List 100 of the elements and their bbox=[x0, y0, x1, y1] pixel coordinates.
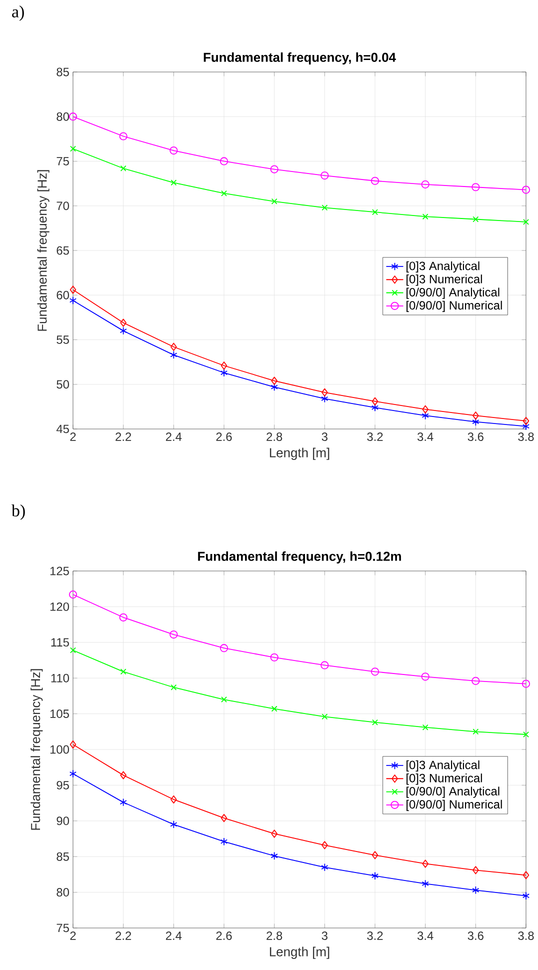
point bbox=[523, 416, 530, 426]
x-tick-label: 3 bbox=[322, 432, 328, 441]
point bbox=[170, 684, 177, 690]
y-tick-label: 50 bbox=[56, 380, 70, 389]
point bbox=[70, 740, 76, 749]
y-tick-label: 100 bbox=[50, 745, 70, 754]
point bbox=[70, 770, 77, 778]
point bbox=[220, 157, 228, 166]
point bbox=[522, 892, 530, 900]
y-axis-title: Fundamental frequency [Hz] bbox=[37, 170, 50, 331]
point bbox=[472, 886, 480, 894]
point bbox=[421, 180, 430, 188]
point bbox=[221, 190, 228, 196]
y-tick-label: 90 bbox=[56, 816, 70, 826]
legend-label: [0]3 Numerical bbox=[406, 774, 482, 785]
x-tick-label: 3.6 bbox=[468, 932, 484, 940]
point bbox=[322, 841, 328, 850]
point bbox=[120, 771, 127, 780]
point bbox=[372, 397, 378, 406]
chart-title: Fundamental frequency, h=0.04 bbox=[204, 52, 396, 64]
point bbox=[221, 814, 228, 822]
point bbox=[221, 362, 228, 370]
point bbox=[422, 412, 430, 420]
point bbox=[271, 376, 278, 385]
point bbox=[422, 214, 429, 220]
y-tick-label: 75 bbox=[56, 924, 70, 932]
x-tick-label: 2.2 bbox=[116, 932, 132, 940]
y-tick-label: 115 bbox=[52, 638, 70, 647]
point bbox=[372, 209, 378, 216]
point bbox=[221, 696, 228, 703]
x-tick-label: 3.8 bbox=[518, 432, 534, 441]
y-tick-label: 70 bbox=[56, 202, 70, 210]
point bbox=[320, 171, 329, 180]
y-tick-label: 55 bbox=[56, 336, 70, 344]
legend-label: [0]3 Analytical bbox=[406, 261, 480, 273]
point bbox=[322, 714, 328, 720]
y-tick-label: 80 bbox=[56, 888, 70, 897]
x-tick-label: 2.6 bbox=[216, 432, 232, 441]
point bbox=[70, 146, 76, 152]
legend-label: [0/90/0] Analytical bbox=[406, 786, 500, 798]
x-tick-label: 3.4 bbox=[418, 932, 434, 940]
point bbox=[522, 186, 530, 194]
point bbox=[320, 661, 329, 670]
point bbox=[421, 672, 430, 681]
legend-label: [0/90/0] Numerical bbox=[406, 800, 502, 811]
point bbox=[119, 132, 128, 140]
point bbox=[472, 418, 480, 426]
point bbox=[522, 680, 530, 688]
point bbox=[472, 183, 480, 192]
x-tick-label: 3 bbox=[322, 932, 328, 940]
point bbox=[120, 668, 127, 675]
point bbox=[523, 218, 530, 225]
point bbox=[170, 630, 178, 639]
legend-label: [0/90/0] Analytical bbox=[406, 288, 500, 299]
x-tick-label: 3.8 bbox=[518, 932, 534, 940]
point bbox=[70, 296, 77, 305]
point bbox=[522, 422, 530, 430]
x-tick-label: 3.2 bbox=[367, 932, 383, 940]
y-tick-label: 95 bbox=[56, 780, 70, 790]
point bbox=[372, 719, 378, 726]
point bbox=[523, 732, 530, 738]
point bbox=[272, 706, 278, 712]
x-tick-label: 2 bbox=[70, 932, 76, 940]
point bbox=[69, 112, 78, 121]
point bbox=[170, 146, 178, 155]
point bbox=[472, 412, 480, 420]
point bbox=[120, 318, 127, 327]
point bbox=[120, 798, 128, 806]
x-tick-label: 3.2 bbox=[367, 432, 383, 441]
point bbox=[70, 647, 76, 654]
point bbox=[270, 165, 279, 174]
point bbox=[372, 851, 378, 860]
point bbox=[120, 165, 127, 172]
x-tick-label: 2.8 bbox=[266, 932, 282, 940]
point bbox=[270, 852, 278, 860]
y-tick-label: 45 bbox=[56, 424, 70, 434]
x-tick-label: 2 bbox=[70, 432, 76, 441]
x-tick-label: 3.6 bbox=[468, 432, 484, 441]
point bbox=[220, 644, 228, 652]
point bbox=[170, 180, 177, 186]
text: a) bbox=[12, 6, 24, 21]
y-tick-label: 105 bbox=[50, 710, 70, 718]
y-tick-label: 75 bbox=[56, 157, 70, 166]
point bbox=[322, 388, 328, 396]
y-axis-title: Fundamental frequency [Hz] bbox=[30, 669, 43, 830]
point bbox=[220, 368, 228, 377]
x-tick-label: 3.4 bbox=[418, 432, 434, 441]
point bbox=[422, 860, 429, 868]
x-tick-label: 2.6 bbox=[216, 932, 232, 940]
y-tick-label: 85 bbox=[56, 68, 70, 76]
point bbox=[70, 286, 76, 294]
x-tick-label: 2.2 bbox=[116, 432, 132, 441]
y-tick-label: 110 bbox=[52, 674, 70, 682]
point bbox=[472, 676, 480, 685]
point bbox=[270, 653, 279, 662]
x-tick-label: 2.8 bbox=[266, 432, 282, 441]
point bbox=[472, 728, 479, 735]
y-tick-label: 80 bbox=[56, 112, 70, 121]
point bbox=[322, 204, 328, 211]
point bbox=[170, 342, 178, 351]
